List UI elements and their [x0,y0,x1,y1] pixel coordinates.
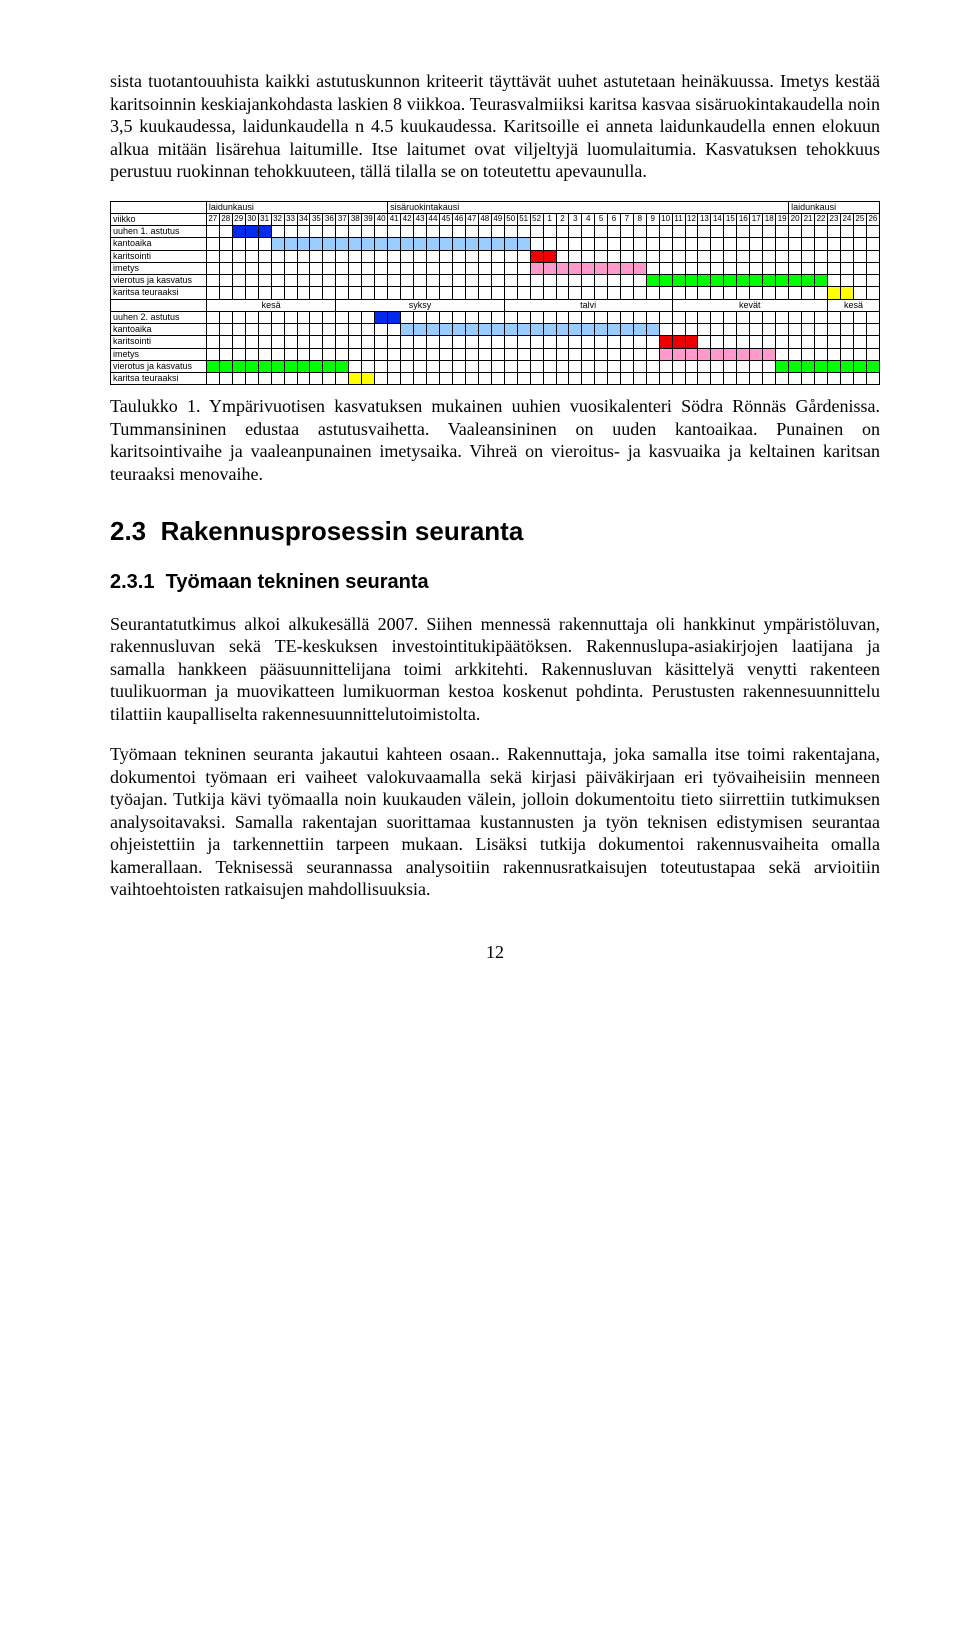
week-number: 29 [232,213,245,225]
week-number: 31 [258,213,271,225]
row-label: vierotus ja kasvatus [111,360,207,372]
season-header: syksy [336,299,504,311]
week-number: 13 [698,213,711,225]
period-header: laidunkausi [789,201,880,213]
period-header: sisäruokintakausi [388,201,789,213]
week-number: 4 [582,213,595,225]
week-number: 30 [245,213,258,225]
row-label: karitsa teuraaksi [111,287,207,299]
subsection-title: Työmaan tekninen seuranta [166,571,429,593]
week-number: 6 [608,213,621,225]
week-number: 40 [375,213,388,225]
week-number: 2 [556,213,569,225]
week-number: 20 [789,213,802,225]
season-header: talvi [504,299,672,311]
week-number: 52 [530,213,543,225]
page-number: 12 [110,941,880,964]
body-paragraph-2: Työmaan tekninen seuranta jakautui kahte… [110,743,880,901]
row-label: karitsointi [111,250,207,262]
week-number: 32 [271,213,284,225]
week-number: 22 [815,213,828,225]
week-number: 5 [595,213,608,225]
week-number: 42 [401,213,414,225]
table-caption: Taulukko 1. Ympärivuotisen kasvatuksen m… [110,395,880,485]
week-number: 8 [633,213,646,225]
week-number: 16 [737,213,750,225]
week-number: 36 [323,213,336,225]
week-number: 44 [427,213,440,225]
week-number: 46 [452,213,465,225]
row-label: kantoaika [111,324,207,336]
week-number: 27 [206,213,219,225]
season-header: kevät [672,299,827,311]
week-number: 50 [504,213,517,225]
week-number: 1 [543,213,556,225]
row-label: uuhen 1. astutus [111,226,207,238]
week-number: 10 [659,213,672,225]
week-number: 39 [362,213,375,225]
week-number: 14 [711,213,724,225]
row-label: imetys [111,262,207,274]
row-label: imetys [111,348,207,360]
week-number: 18 [763,213,776,225]
section-number: 2.3 [110,516,146,546]
week-number: 35 [310,213,323,225]
gantt-table: laidunkausisisäruokintakausilaidunkausiv… [110,201,880,386]
week-number: 37 [336,213,349,225]
section-title: Rakennusprosessin seuranta [161,516,524,546]
week-number: 19 [776,213,789,225]
week-number: 21 [802,213,815,225]
week-label: viikko [111,213,207,225]
week-number: 41 [388,213,401,225]
row-label: kantoaika [111,238,207,250]
week-number: 28 [219,213,232,225]
week-number: 47 [465,213,478,225]
week-number: 24 [840,213,853,225]
season-header: kesä [206,299,336,311]
gantt-table-container: laidunkausisisäruokintakausilaidunkausiv… [110,201,880,386]
week-number: 43 [414,213,427,225]
week-number: 3 [569,213,582,225]
week-number: 9 [646,213,659,225]
intro-paragraph: sista tuotantouuhista kaikki astutuskunn… [110,70,880,183]
subsection-heading: 2.3.1 Työmaan tekninen seuranta [110,570,880,595]
row-label: karitsointi [111,336,207,348]
week-number: 11 [672,213,685,225]
week-number: 17 [750,213,763,225]
week-number: 12 [685,213,698,225]
subsection-number: 2.3.1 [110,571,154,593]
period-header: laidunkausi [206,201,387,213]
week-number: 38 [349,213,362,225]
week-number: 34 [297,213,310,225]
season-header: kesä [828,299,880,311]
week-number: 7 [620,213,633,225]
week-number: 49 [491,213,504,225]
row-label: karitsa teuraaksi [111,373,207,385]
week-number: 23 [828,213,841,225]
week-number: 51 [517,213,530,225]
section-heading: 2.3 Rakennusprosessin seuranta [110,515,880,548]
row-label: vierotus ja kasvatus [111,275,207,287]
body-paragraph-1: Seurantatutkimus alkoi alkukesällä 2007.… [110,613,880,726]
week-number: 33 [284,213,297,225]
week-number: 48 [478,213,491,225]
row-label: uuhen 2. astutus [111,311,207,323]
week-number: 26 [866,213,879,225]
week-number: 25 [853,213,866,225]
week-number: 15 [724,213,737,225]
week-number: 45 [439,213,452,225]
